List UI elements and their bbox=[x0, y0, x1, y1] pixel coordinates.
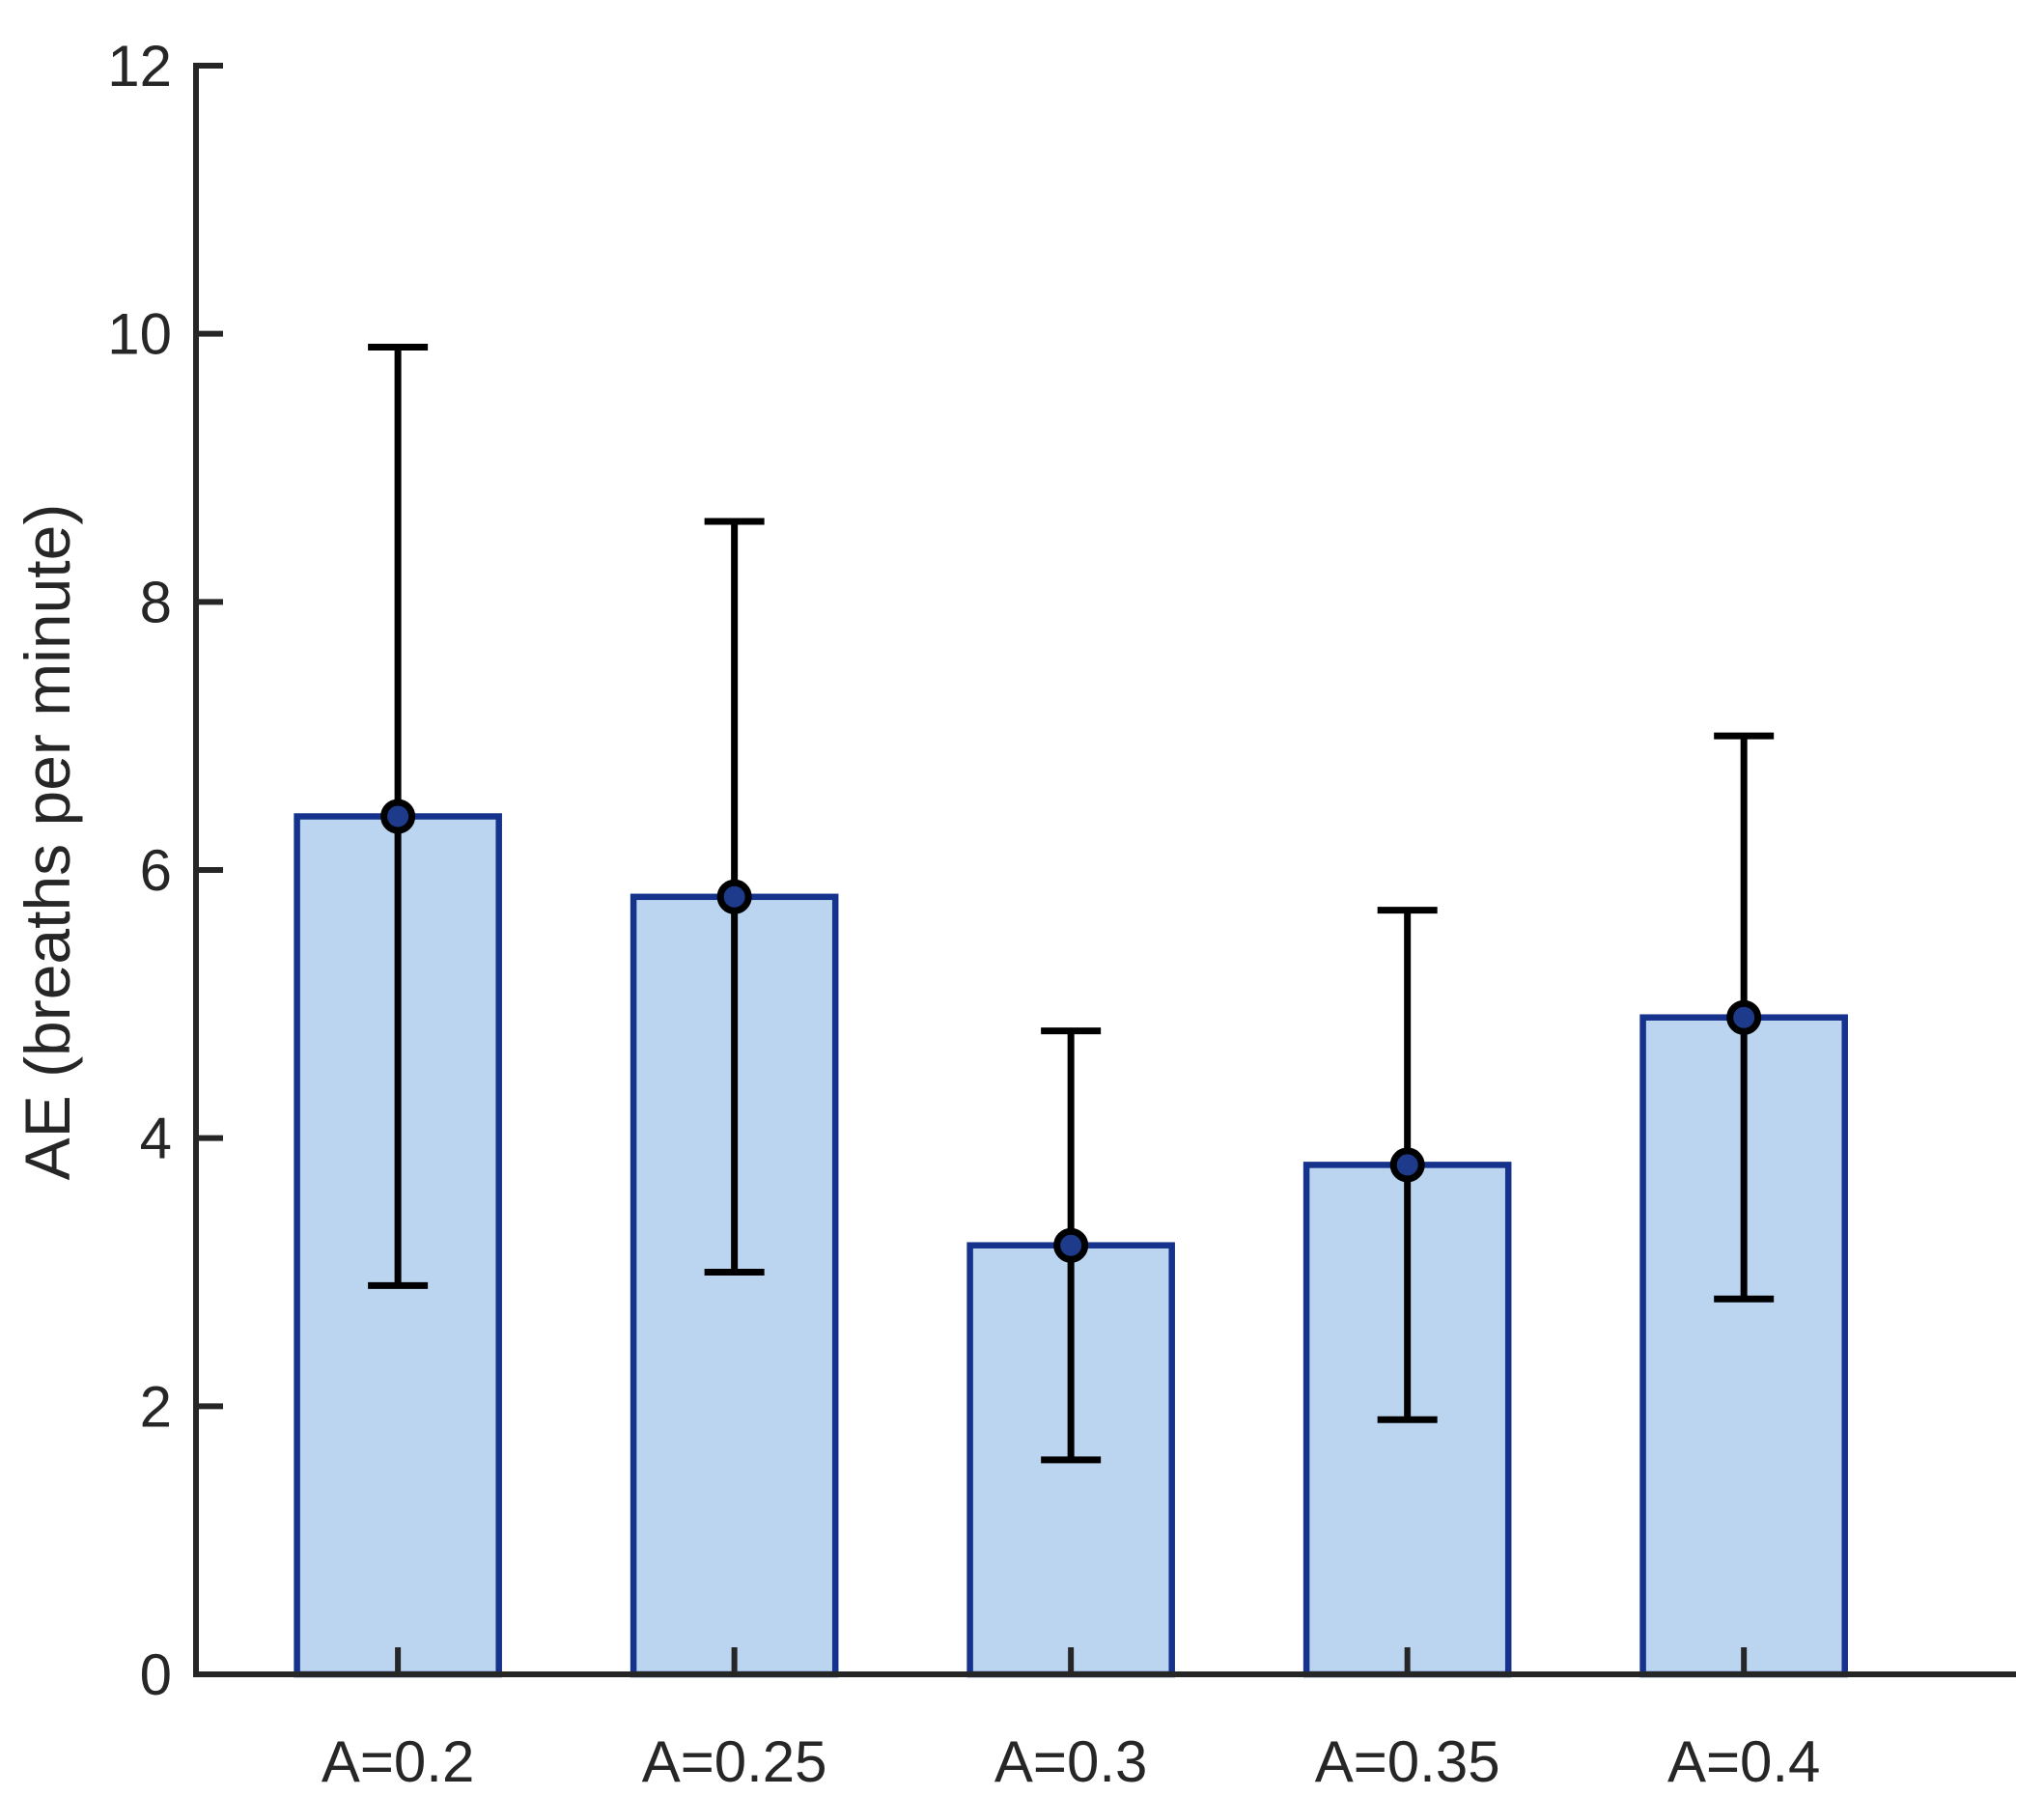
mean-marker-4 bbox=[1389, 1147, 1425, 1183]
y-tick-label-2: 2 bbox=[140, 1374, 172, 1439]
x-tick-label-2: A=0.25 bbox=[642, 1729, 827, 1794]
x-tick-label-4: A=0.35 bbox=[1315, 1729, 1500, 1794]
y-tick-label-4: 4 bbox=[140, 1107, 172, 1171]
y-tick-label-8: 8 bbox=[140, 570, 172, 634]
y-tick-label-10: 10 bbox=[107, 302, 172, 367]
y-tick-label-12: 12 bbox=[107, 34, 172, 98]
mean-marker-3 bbox=[1053, 1227, 1089, 1263]
y-axis-title: AE (breaths per minute) bbox=[12, 504, 83, 1181]
x-tick-label-5: A=0.4 bbox=[1667, 1729, 1820, 1794]
y-tick-label-6: 6 bbox=[140, 838, 172, 903]
x-tick-label-3: A=0.3 bbox=[994, 1729, 1147, 1794]
mean-marker-1 bbox=[380, 799, 416, 834]
mean-marker-5 bbox=[1726, 999, 1762, 1035]
y-tick-label-0: 0 bbox=[140, 1642, 172, 1707]
x-tick-label-1: A=0.2 bbox=[322, 1729, 474, 1794]
mean-marker-2 bbox=[716, 879, 752, 914]
plot-layer: 0 2 4 6 8 10 12 A=0.2 A=0.25 A=0.3 A=0.35 A=0.4 bbox=[107, 34, 2016, 1794]
